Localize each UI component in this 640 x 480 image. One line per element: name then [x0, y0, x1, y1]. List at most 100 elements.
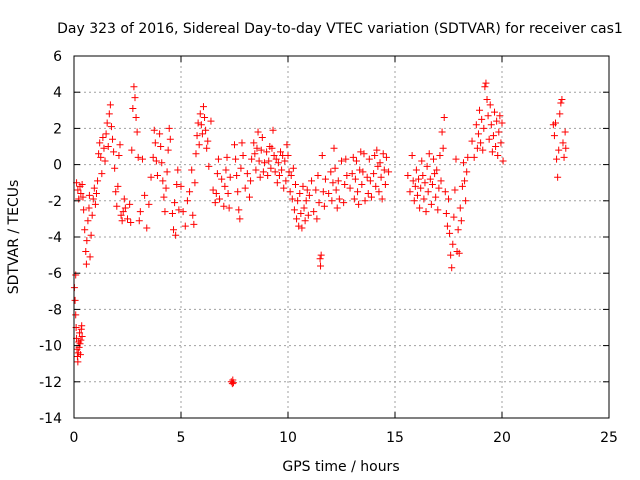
data-point — [98, 170, 106, 178]
data-point — [153, 171, 161, 179]
data-point — [318, 152, 326, 160]
data-point — [497, 139, 505, 147]
data-point — [87, 231, 95, 239]
data-point — [132, 114, 140, 122]
data-point — [190, 220, 198, 228]
data-point — [82, 247, 90, 255]
data-point — [498, 119, 506, 127]
data-point — [243, 170, 251, 178]
data-point — [193, 132, 201, 140]
data-point — [425, 150, 433, 158]
data-point — [483, 95, 491, 103]
data-point — [489, 132, 497, 140]
data-point — [220, 202, 228, 210]
data-point — [151, 139, 159, 147]
data-point — [363, 173, 371, 181]
data-point — [447, 251, 455, 259]
data-point — [457, 217, 465, 225]
data-point — [234, 188, 242, 196]
data-point — [555, 146, 563, 154]
data-point — [410, 197, 418, 205]
data-point — [265, 157, 273, 165]
data-point — [431, 170, 439, 178]
data-point — [147, 173, 155, 181]
data-point — [116, 141, 124, 149]
y-tick-label: -2 — [48, 194, 62, 210]
data-point — [107, 123, 115, 131]
data-point — [290, 206, 298, 214]
data-point — [253, 144, 261, 152]
data-point — [340, 199, 348, 207]
data-point — [164, 146, 172, 154]
data-point — [143, 224, 151, 232]
data-point — [351, 175, 359, 183]
data-point — [156, 130, 164, 138]
data-point — [159, 177, 167, 185]
data-point — [303, 186, 311, 194]
y-tick-label: -8 — [48, 302, 62, 318]
data-point — [150, 126, 158, 134]
data-point — [112, 188, 120, 196]
data-point — [288, 195, 296, 203]
data-point — [358, 181, 366, 189]
data-point — [252, 166, 260, 174]
data-point — [95, 150, 103, 158]
data-point — [75, 195, 83, 203]
data-point — [75, 343, 83, 351]
data-point — [559, 139, 567, 147]
data-point — [315, 199, 323, 207]
data-point — [419, 171, 427, 179]
data-point — [239, 152, 247, 160]
data-point — [554, 173, 562, 181]
data-point — [136, 208, 144, 216]
data-point — [320, 202, 328, 210]
data-point — [333, 204, 341, 212]
data-point — [186, 188, 194, 196]
y-axis-label: SDTVAR / TECUs — [6, 180, 22, 295]
data-point — [435, 184, 443, 192]
data-point — [238, 139, 246, 147]
data-point — [118, 217, 126, 225]
data-point — [101, 157, 109, 165]
data-point — [310, 208, 318, 216]
data-point — [204, 137, 212, 145]
data-point — [443, 222, 451, 230]
data-point — [359, 168, 367, 176]
data-point — [245, 193, 253, 201]
data-point — [338, 157, 345, 165]
data-point — [415, 175, 423, 183]
grid — [74, 56, 609, 418]
data-point — [321, 175, 329, 183]
data-point — [317, 251, 325, 259]
data-point — [194, 119, 202, 127]
data-point — [314, 171, 322, 179]
data-point — [152, 157, 160, 165]
data-point — [452, 155, 460, 163]
data-point — [278, 166, 286, 174]
data-point — [268, 144, 276, 152]
data-point — [85, 204, 93, 212]
data-point — [455, 249, 463, 257]
data-point — [552, 119, 559, 127]
data-point — [267, 164, 275, 172]
data-point — [221, 182, 229, 190]
data-point — [289, 164, 297, 172]
data-point — [166, 135, 174, 143]
data-point — [212, 190, 220, 198]
data-point — [134, 153, 142, 161]
data-point — [231, 141, 238, 149]
data-point — [334, 177, 342, 185]
data-point — [141, 191, 149, 199]
data-point — [495, 128, 503, 136]
data-point — [127, 219, 135, 227]
data-point — [382, 153, 390, 161]
data-point — [111, 164, 119, 172]
axis-ticks — [73, 55, 610, 419]
data-point — [281, 157, 289, 165]
data-point — [376, 159, 384, 167]
data-point — [305, 191, 313, 199]
data-point — [418, 157, 426, 165]
data-point — [342, 155, 350, 163]
data-point — [189, 211, 197, 219]
data-point — [133, 128, 141, 136]
